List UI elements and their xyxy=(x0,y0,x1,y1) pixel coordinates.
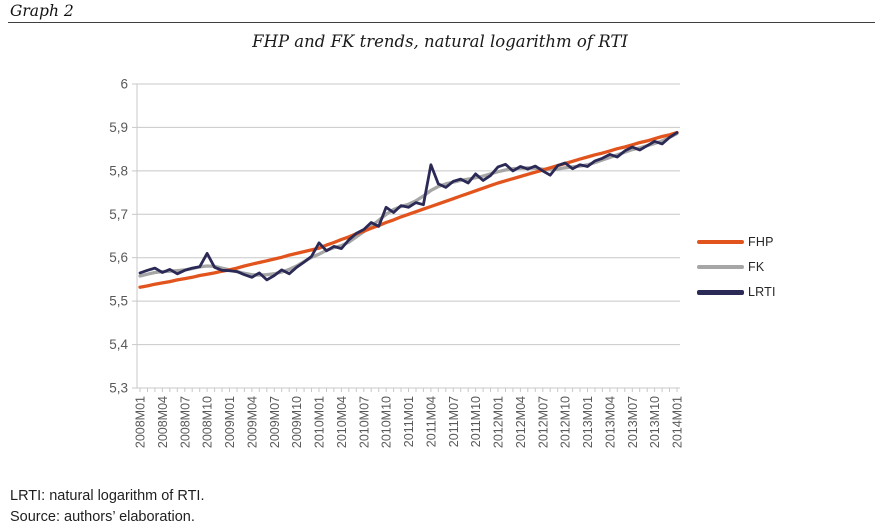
x-axis-label: 2012M01 xyxy=(492,396,506,448)
x-axis-label: 2010M10 xyxy=(380,396,394,448)
x-axis-label: 2011M07 xyxy=(447,396,461,447)
x-axis-label: 2013M04 xyxy=(603,396,617,448)
y-axis-label: 5,8 xyxy=(109,163,128,178)
legend-item-lrti: LRTI xyxy=(697,284,776,300)
legend-item-fk: FK xyxy=(697,259,776,275)
legend-item-fhp: FHP xyxy=(697,234,776,250)
legend-label-lrti: LRTI xyxy=(748,285,776,299)
x-axis-label: 2011M04 xyxy=(424,396,438,447)
divider-rule xyxy=(8,22,875,23)
x-axis-label: 2009M07 xyxy=(268,396,282,448)
x-axis-label: 2008M07 xyxy=(178,396,192,448)
x-axis-label: 2013M07 xyxy=(626,396,640,448)
x-axis-label: 2008M10 xyxy=(201,396,215,448)
y-axis-label: 5,7 xyxy=(109,207,128,222)
x-axis-label: 2010M07 xyxy=(357,396,371,448)
chart-title: FHP and FK trends, natural logarithm of … xyxy=(252,32,628,51)
x-axis-label: 2008M01 xyxy=(134,396,148,448)
y-axis-label: 5,3 xyxy=(109,381,128,396)
footnote-lrti: LRTI: natural logarithm of RTI. xyxy=(10,488,205,504)
x-axis-label: 2014M01 xyxy=(671,396,685,448)
fhp-line xyxy=(138,130,679,289)
lrti-line-swatch xyxy=(697,289,744,295)
y-axis-label: 5,9 xyxy=(109,120,128,135)
chart-footnotes: LRTI: natural logarithm of RTI. Source: … xyxy=(10,486,205,528)
x-axis-label: 2009M01 xyxy=(223,396,237,448)
x-axis-label: 2010M01 xyxy=(313,396,327,448)
x-axis-label: 2010M04 xyxy=(335,396,349,448)
fhp-line-swatch xyxy=(697,240,744,244)
legend-label-fhp: FHP xyxy=(748,235,774,249)
lrti-line xyxy=(138,131,679,282)
x-axis-label: 2009M10 xyxy=(290,396,304,448)
x-axis-label: 2009M04 xyxy=(245,396,259,448)
x-axis-label: 2011M01 xyxy=(402,396,416,447)
x-axis-label: 2012M10 xyxy=(559,396,573,448)
y-axis-label: 5,6 xyxy=(109,250,128,265)
x-axis-label: 2008M04 xyxy=(156,396,170,448)
x-axis-label: 2013M01 xyxy=(581,396,595,448)
x-axis-label: 2012M07 xyxy=(536,396,550,448)
y-axis-label: 6 xyxy=(120,77,128,92)
y-axis-label: 5,4 xyxy=(109,337,128,352)
x-axis-label: 2013M10 xyxy=(648,396,662,448)
x-axis-label: 2012M04 xyxy=(514,396,528,448)
y-axis-label: 5,5 xyxy=(109,294,128,309)
legend-label-fk: FK xyxy=(748,260,765,274)
graph-label: Graph 2 xyxy=(10,2,74,20)
fk-line-swatch xyxy=(697,265,744,269)
chart-legend: FHP FK LRTI xyxy=(697,234,776,309)
x-axis-label: 2011M10 xyxy=(469,396,483,447)
footnote-source: Source: authors’ elaboration. xyxy=(10,509,195,525)
